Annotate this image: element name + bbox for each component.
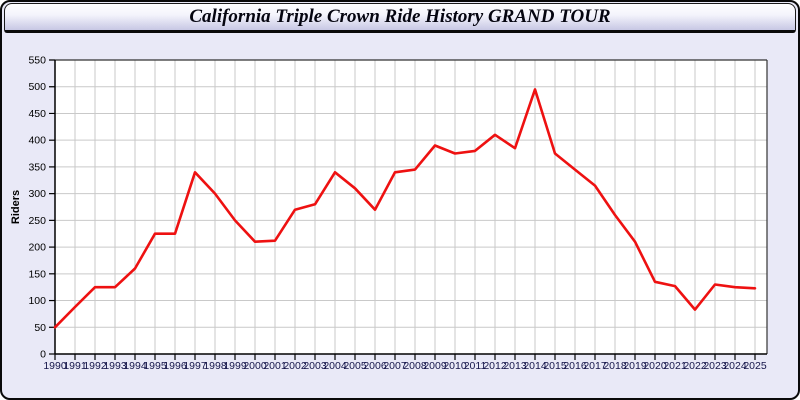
x-tick-label: 1992 bbox=[83, 360, 107, 372]
x-tick-label: 2010 bbox=[443, 360, 467, 372]
y-axis-title: Riders bbox=[10, 190, 22, 224]
x-tick-label: 2001 bbox=[263, 360, 287, 372]
y-tick-label: 100 bbox=[28, 295, 46, 307]
x-tick-label: 2003 bbox=[303, 360, 327, 372]
x-tick-label: 2012 bbox=[483, 360, 507, 372]
series-line-riders bbox=[53, 88, 757, 329]
chart-header-bar: California Triple Crown Ride History GRA… bbox=[4, 3, 796, 33]
plot-area bbox=[55, 60, 767, 354]
y-tick-label: 400 bbox=[28, 135, 46, 147]
x-tick-label: 2023 bbox=[703, 360, 727, 372]
x-tick-label: 2013 bbox=[503, 360, 527, 372]
x-tick-label: 1993 bbox=[103, 360, 127, 372]
x-tick-label: 2021 bbox=[663, 360, 687, 372]
y-tick-label: 550 bbox=[28, 55, 46, 67]
x-tick-label: 1998 bbox=[203, 360, 227, 372]
x-tick-label: 1997 bbox=[183, 360, 207, 372]
x-tick-label: 2024 bbox=[723, 360, 747, 372]
x-tick-label: 2000 bbox=[243, 360, 267, 372]
y-tick-label: 0 bbox=[40, 349, 46, 361]
x-tick-label: 2007 bbox=[383, 360, 407, 372]
x-tick-label: 2011 bbox=[464, 360, 487, 372]
x-tick-label: 2008 bbox=[403, 360, 427, 372]
chart-title: California Triple Crown Ride History GRA… bbox=[189, 6, 611, 27]
x-tick-label: 2002 bbox=[283, 360, 307, 372]
x-tick-label: 1996 bbox=[163, 360, 187, 372]
y-tick-label: 450 bbox=[28, 108, 46, 120]
y-tick-label: 50 bbox=[34, 322, 46, 334]
x-tick-label: 2004 bbox=[323, 360, 347, 372]
x-tick-label: 2015 bbox=[543, 360, 567, 372]
x-tick-label: 1990 bbox=[43, 360, 67, 372]
x-tick-label: 2014 bbox=[523, 360, 547, 372]
x-tick-label: 2019 bbox=[623, 360, 647, 372]
x-tick-label: 2025 bbox=[743, 360, 767, 372]
y-tick-label: 200 bbox=[28, 242, 46, 254]
x-tick-label: 1995 bbox=[143, 360, 167, 372]
x-tick-label: 2009 bbox=[423, 360, 447, 372]
x-tick-label: 2016 bbox=[563, 360, 587, 372]
y-tick-label: 500 bbox=[28, 81, 46, 93]
x-tick-label: 2020 bbox=[643, 360, 667, 372]
y-tick-label: 250 bbox=[28, 215, 46, 227]
x-tick-label: 2018 bbox=[603, 360, 627, 372]
x-tick-label: 1994 bbox=[123, 360, 147, 372]
x-tick-label: 2006 bbox=[363, 360, 387, 372]
x-tick-label: 2022 bbox=[683, 360, 707, 372]
y-tick-label: 350 bbox=[28, 161, 46, 173]
y-tick-label: 150 bbox=[28, 268, 46, 280]
x-tick-label: 2005 bbox=[343, 360, 367, 372]
x-tick-label: 2017 bbox=[583, 360, 607, 372]
x-tick-label: 1999 bbox=[223, 360, 247, 372]
x-tick-label: 1991 bbox=[63, 360, 87, 372]
y-tick-label: 300 bbox=[28, 188, 46, 200]
